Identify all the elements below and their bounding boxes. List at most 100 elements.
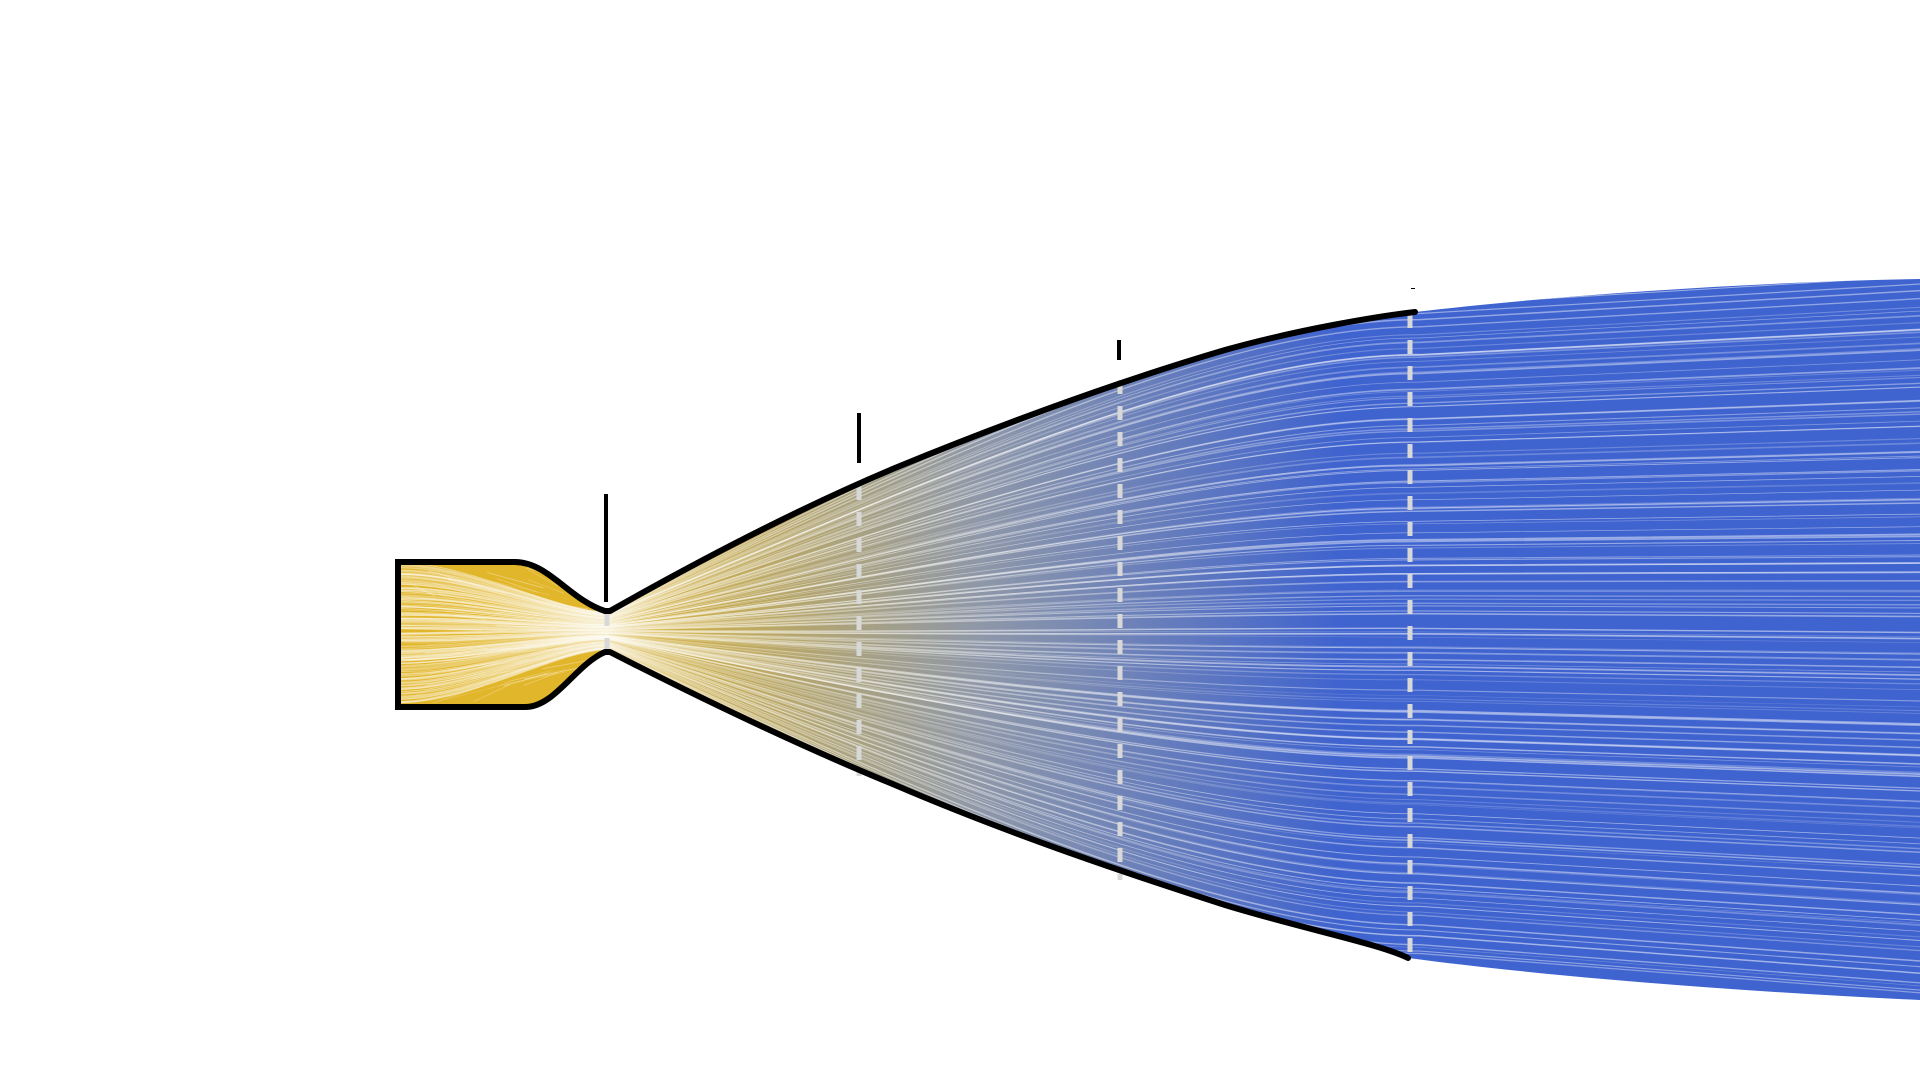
chamber-streak [544, 642, 582, 647]
flow-streak [399, 631, 1920, 655]
flow-streak [399, 629, 1920, 640]
flow-streak [399, 641, 1920, 866]
flow-streak [399, 314, 1920, 615]
flow-streak [399, 635, 1920, 749]
flow-streak [399, 635, 1920, 734]
flow-streak [399, 641, 1920, 854]
chamber-streak [471, 667, 529, 679]
flow-streak [399, 631, 1920, 669]
leader-lines [604, 288, 1415, 602]
chamber-streak [523, 672, 558, 686]
flow-streak [399, 612, 1920, 631]
flow-streak [399, 539, 1920, 626]
flow-streak [399, 367, 1920, 618]
flow-streak [399, 476, 1920, 623]
flow-streak [399, 310, 1920, 614]
chamber-streak [408, 653, 463, 661]
flow-streak [399, 646, 1920, 938]
flow-streak [399, 642, 1920, 869]
chamber-streak [432, 685, 484, 704]
chamber-streak [444, 654, 499, 662]
chamber-streak [426, 641, 460, 646]
flow-streak [399, 635, 1920, 757]
flow-streak [399, 644, 1920, 916]
flow-streak [399, 644, 1920, 906]
chamber-streak [448, 579, 508, 595]
chamber-streak [425, 648, 488, 654]
chamber-streak [459, 636, 505, 638]
flow-streak [399, 634, 1920, 726]
flow-streak [399, 602, 1920, 630]
flow-streak [399, 425, 1920, 621]
chamber-streak [497, 611, 558, 618]
chamber-streak [448, 661, 499, 672]
flow-streak [399, 632, 1920, 680]
flow-streak [399, 637, 1920, 768]
chamber-streak [503, 672, 549, 687]
flow-streak [399, 489, 1920, 624]
chamber-streak [488, 645, 544, 651]
flow-streak [399, 321, 1920, 615]
flow-streak [399, 635, 1920, 741]
chamber-streak [530, 600, 589, 610]
flow-streak [399, 645, 1920, 932]
chamber-streak [497, 625, 543, 629]
flow-streak [399, 640, 1920, 828]
flow-streak [399, 636, 1920, 756]
flow-streak [399, 646, 1920, 948]
flow-streak [399, 638, 1920, 803]
nozzle-wall-top [395, 309, 1418, 614]
chamber-streak [427, 570, 484, 587]
chamber-streak [527, 579, 565, 594]
flow-streak [399, 610, 1920, 631]
chamber-streak [462, 605, 519, 614]
flow-streak [399, 349, 1920, 617]
flow-streak [399, 633, 1920, 702]
chamber-streak [527, 569, 558, 587]
flow-streak [399, 647, 1920, 962]
flow-streak [399, 554, 1920, 627]
chamber-streak [473, 684, 510, 703]
flow-streak [399, 591, 1920, 629]
chamber-streak [526, 629, 592, 632]
chamber-streak [491, 609, 541, 617]
flow-streak [399, 605, 1920, 630]
flow-streak [399, 329, 1920, 616]
flow-streak [399, 331, 1920, 616]
flow-streak [399, 499, 1920, 625]
flow-streak [399, 589, 1920, 630]
chamber-streak [459, 629, 507, 631]
flow-streak [399, 598, 1920, 630]
chamber-streak [432, 582, 476, 596]
flow-streak [399, 442, 1920, 622]
chamber-streak [523, 667, 580, 680]
flow-streak [399, 639, 1920, 818]
flow-streak [399, 647, 1920, 952]
flow-streak [399, 376, 1920, 618]
flow-streak [399, 413, 1920, 620]
flow-streak [399, 374, 1920, 618]
flow-streak [399, 457, 1920, 622]
flow-streak [399, 482, 1920, 624]
flow-streak [399, 595, 1920, 630]
chamber-streak [438, 592, 482, 604]
chamber-streak [412, 681, 446, 698]
flow-streak [399, 643, 1920, 895]
flow-streak [399, 640, 1920, 839]
flow-streak [399, 359, 1920, 617]
nozzle-wall-bottom [395, 649, 1411, 961]
chamber-streak [496, 621, 524, 626]
flow-streak [399, 647, 1920, 952]
chamber-streak [409, 587, 455, 600]
chamber-streak [512, 647, 574, 653]
flow-streak [399, 638, 1920, 810]
flow-streak [399, 636, 1920, 765]
flow-streak [399, 513, 1920, 625]
chamber-streak [435, 651, 472, 659]
flow-streak [399, 639, 1920, 802]
chamber-streak [495, 625, 557, 629]
flow-streak [399, 348, 1920, 617]
flow-streak [399, 386, 1920, 619]
flow-streak [399, 642, 1920, 871]
